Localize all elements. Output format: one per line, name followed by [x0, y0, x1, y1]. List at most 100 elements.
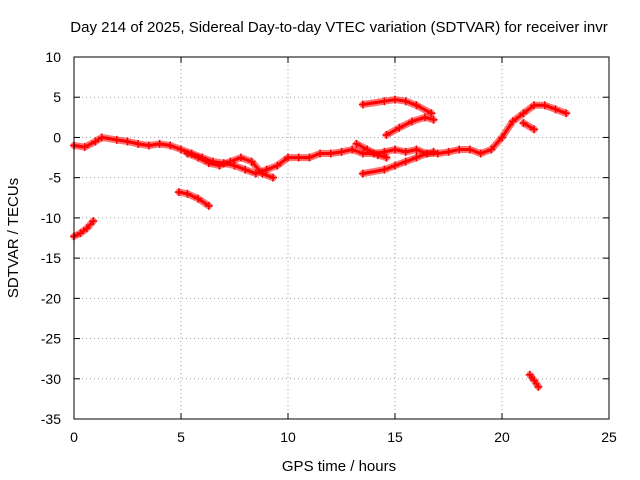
data-point	[326, 149, 335, 158]
ticks	[73, 56, 610, 420]
data-point	[215, 161, 224, 170]
data-point	[294, 153, 303, 162]
y-axis-title: SDTVAR / TECUs	[5, 178, 22, 298]
series-line-arc-a	[72, 219, 95, 238]
y-tick-label: 0	[53, 129, 61, 145]
data-point	[226, 157, 235, 166]
data-point	[177, 145, 185, 154]
y-tick-label: -35	[41, 411, 61, 427]
y-tick-label: -20	[41, 290, 61, 306]
series-line-arc-h	[355, 142, 388, 160]
series-line-arc-i	[521, 121, 536, 131]
data-point	[123, 137, 132, 146]
data-point	[391, 161, 399, 170]
data-point	[401, 157, 410, 166]
data-point	[498, 133, 506, 142]
data-point	[373, 151, 382, 160]
data-point	[551, 105, 560, 114]
data-point	[519, 118, 528, 127]
series-points-arc-c	[183, 149, 278, 182]
data-point	[134, 139, 143, 148]
data-point	[455, 145, 464, 154]
data-point	[97, 133, 106, 142]
data-point	[525, 370, 534, 379]
data-point	[241, 165, 250, 174]
data-point	[508, 117, 517, 126]
data-point	[174, 188, 183, 197]
data-point	[269, 173, 278, 182]
data-point	[316, 149, 325, 158]
data-point	[562, 109, 571, 118]
series-points-arc-h	[352, 139, 391, 162]
x-axis-title: GPS time / hours	[282, 458, 396, 475]
data-point	[444, 147, 453, 156]
data-point	[530, 376, 539, 385]
x-tick-label: 15	[387, 429, 403, 445]
data-point	[80, 143, 89, 152]
data-point	[76, 229, 85, 238]
y-tick-label: 5	[53, 89, 61, 105]
data-point	[412, 145, 421, 154]
data-point	[166, 141, 175, 150]
data-point	[429, 147, 438, 156]
data-point	[420, 113, 429, 122]
y-tick-label: -10	[41, 210, 61, 226]
data-point	[401, 97, 410, 106]
data-point	[82, 224, 91, 233]
y-tick-label: -25	[41, 331, 61, 347]
data-point	[412, 101, 421, 110]
tick-labels: 0 5 10 15 20 25 -35 -30 -25 -20 -15 -10 -5 0 5 10	[41, 49, 617, 445]
data-point	[423, 149, 432, 158]
series-line-arc-d	[177, 190, 211, 208]
y-tick-label: -15	[41, 250, 61, 266]
data-point	[476, 149, 485, 158]
data-point	[284, 153, 292, 162]
x-tick-label: 5	[177, 429, 185, 445]
data-point	[408, 117, 417, 126]
data-point	[204, 159, 213, 168]
series-points-arc-g	[382, 113, 438, 140]
y-tick-label: 10	[45, 49, 61, 65]
data-point	[358, 100, 367, 109]
series-points-arc-j	[525, 370, 543, 391]
x-tick-label: 25	[601, 429, 617, 445]
y-tick-label: -30	[41, 371, 61, 387]
data-point	[352, 139, 361, 148]
data-point	[519, 109, 528, 118]
data-point	[487, 145, 496, 154]
data-point	[530, 101, 539, 110]
data-point	[204, 201, 213, 210]
y-tick-label: -5	[49, 170, 62, 186]
x-tick-label: 20	[494, 429, 510, 445]
data-point	[273, 161, 282, 170]
data-point	[194, 153, 203, 162]
series-points-arc-d	[174, 188, 213, 210]
data-point	[540, 101, 549, 110]
data-point	[337, 147, 346, 156]
chart-title: Day 214 of 2025, Sidereal Day-to-day VTE…	[70, 19, 607, 36]
data-point	[465, 145, 474, 154]
grid	[74, 57, 609, 419]
data-point	[391, 95, 399, 104]
data-point	[534, 382, 543, 391]
data-point	[412, 153, 421, 162]
data-point	[401, 147, 410, 156]
data-point	[348, 145, 357, 154]
data-point	[395, 123, 404, 132]
data-point	[236, 153, 245, 162]
data-point	[391, 145, 399, 154]
data-point	[363, 145, 372, 154]
plot-frame	[73, 56, 610, 420]
data-point	[382, 153, 391, 162]
series-points-arc-i	[519, 118, 539, 134]
data-point	[91, 137, 100, 146]
data-point	[382, 131, 391, 140]
data-point	[112, 135, 121, 144]
data-point	[358, 169, 367, 178]
data-point	[429, 115, 438, 124]
data-point	[183, 149, 192, 158]
x-tick-label: 0	[70, 429, 78, 445]
data-point	[305, 153, 314, 162]
